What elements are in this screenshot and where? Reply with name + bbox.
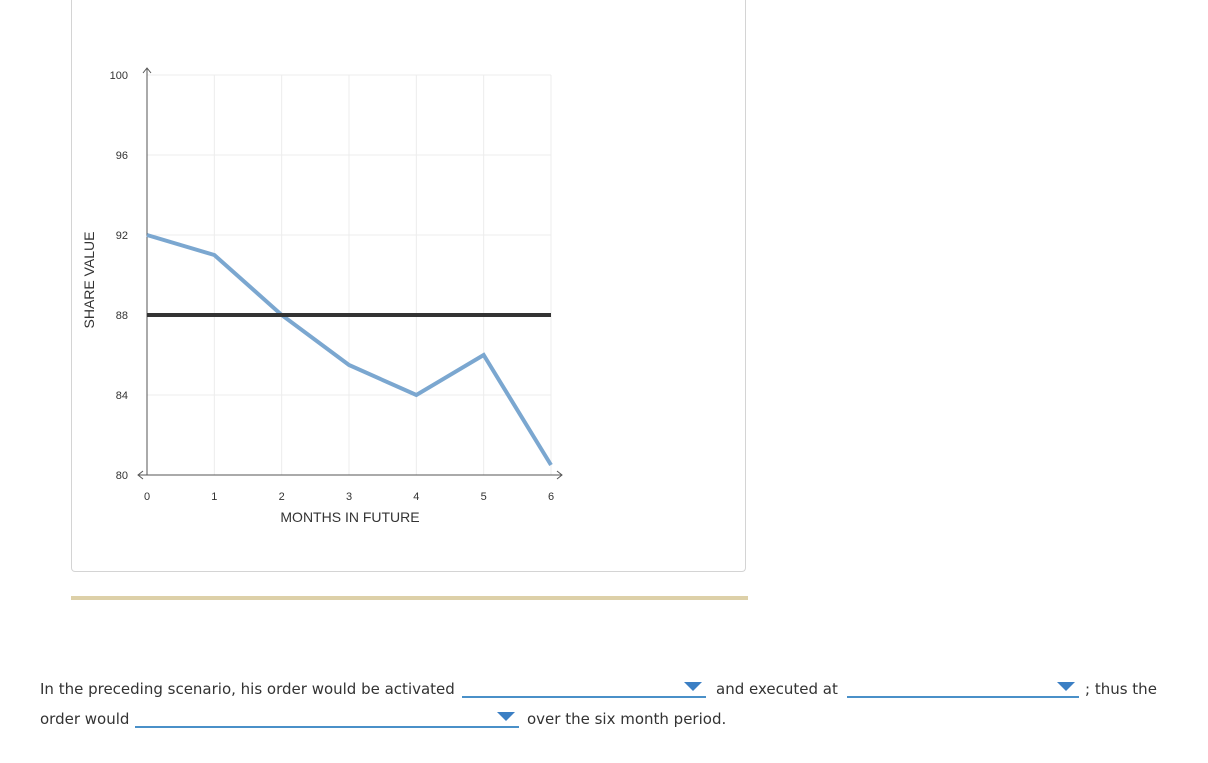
y-tick-label: 96 (116, 150, 128, 162)
x-tick-label: 0 (144, 491, 150, 503)
chart-card: 0 1 2 3 4 5 6 80 84 88 92 96 100 MONTHS IN FUTURE SHAR… (71, 0, 746, 572)
y-tick-label: 88 (116, 310, 128, 322)
order-would-dropdown[interactable] (135, 704, 519, 728)
x-axis-arrow-right-icon (556, 470, 563, 480)
y-axis-label: SHARE VALUE (81, 232, 97, 329)
question-part-3: ; thus the (1085, 680, 1157, 698)
share-value-chart: 0 1 2 3 4 5 6 80 84 88 92 96 100 MONTHS IN FUTURE SHAR… (81, 67, 563, 525)
y-tick-label: 80 (116, 470, 128, 482)
chevron-down-icon (1057, 682, 1075, 691)
x-tick-label: 3 (346, 491, 352, 503)
x-axis-label: MONTHS IN FUTURE (280, 509, 419, 525)
chevron-down-icon (684, 682, 702, 691)
executed-at-dropdown[interactable] (847, 674, 1079, 698)
x-tick-label: 2 (279, 491, 285, 503)
question-part-5: over the six month period. (527, 710, 727, 728)
x-tick-label: 5 (481, 491, 487, 503)
section-divider (71, 596, 748, 600)
activated-dropdown[interactable] (462, 674, 706, 698)
question-part-4: order would (40, 710, 130, 728)
y-tick-label: 100 (110, 70, 128, 82)
y-axis-arrow-icon (142, 67, 152, 74)
question-part-2: and executed at (716, 680, 838, 698)
y-tick-label: 92 (116, 230, 128, 242)
x-tick-label: 6 (548, 491, 554, 503)
share-value-line (146, 233, 553, 467)
x-tick-label: 4 (413, 491, 419, 503)
x-tick-label: 1 (211, 491, 217, 503)
y-tick-label: 84 (116, 390, 128, 402)
question-part-1: In the preceding scenario, his order wou… (40, 680, 455, 698)
chevron-down-icon (497, 712, 515, 721)
x-axis-arrow-left-icon (137, 470, 144, 480)
